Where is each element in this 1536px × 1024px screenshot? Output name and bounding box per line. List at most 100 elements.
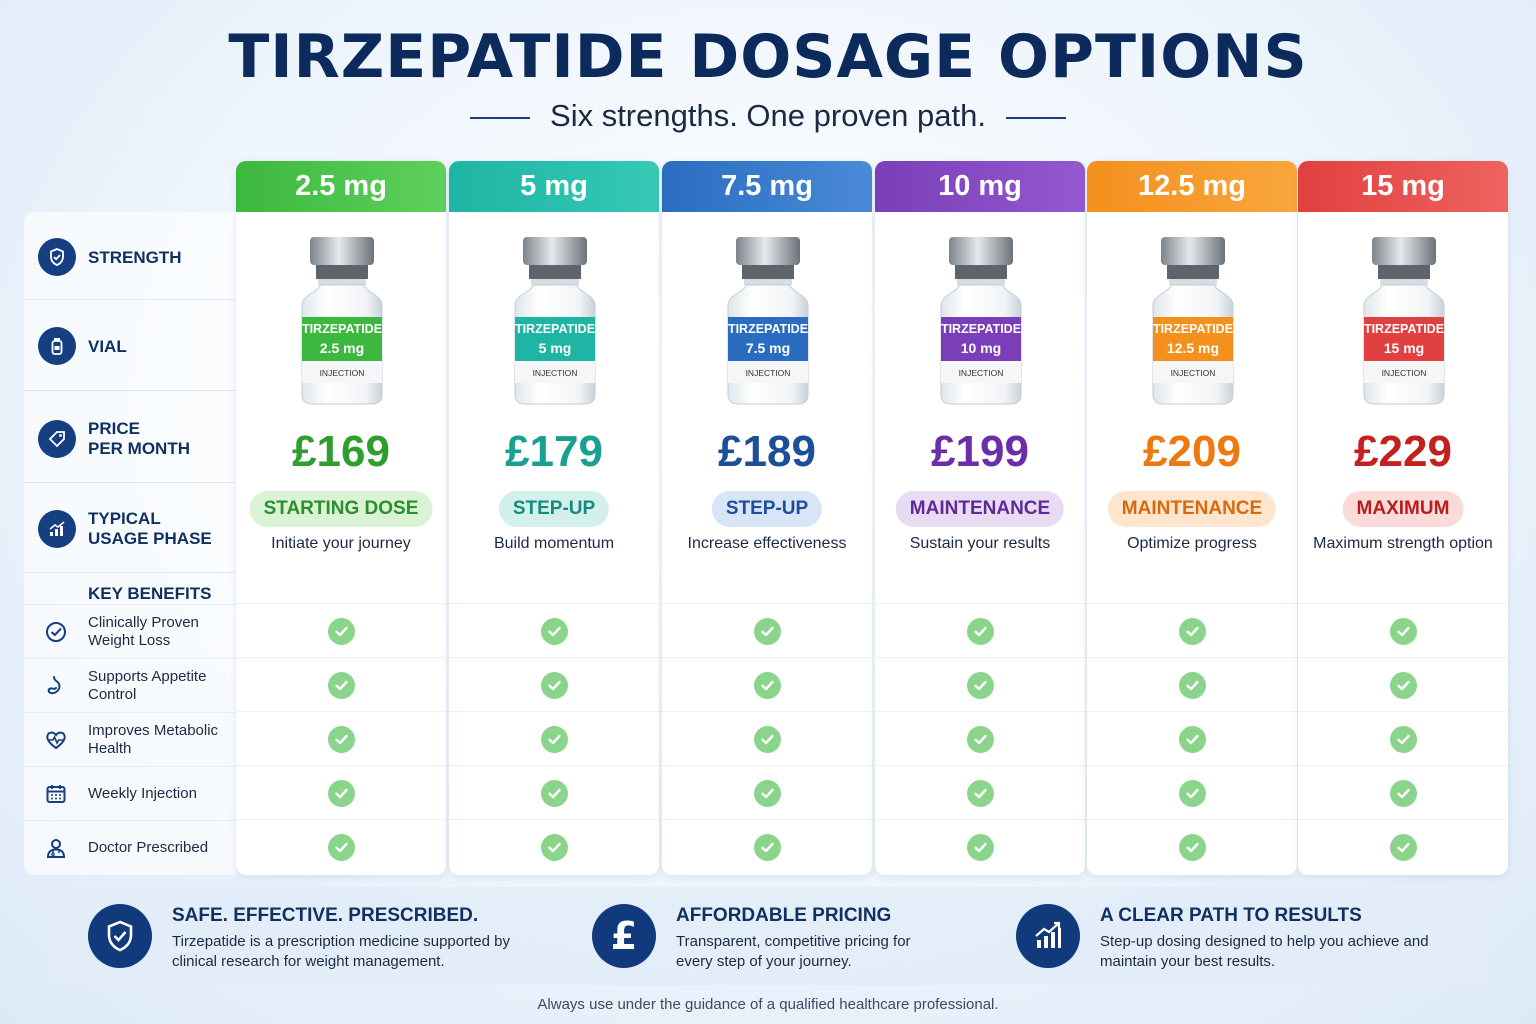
strength-header: 12.5 mg <box>1087 161 1297 212</box>
phase-badge: MAINTENANCE <box>1107 491 1277 527</box>
vial-image: TIRZEPATIDE 12.5 mg INJECTION <box>1152 237 1234 405</box>
vial-type: INJECTION <box>533 368 578 378</box>
growth-chart-icon <box>38 510 76 548</box>
vial-dose: 5 mg <box>539 340 572 356</box>
check-circle-icon <box>46 621 66 642</box>
phase-description: Sustain your results <box>909 535 1051 552</box>
check-icon <box>1390 834 1417 861</box>
feature-title: SAFE. EFFECTIVE. PRESCRIBED. <box>172 905 479 926</box>
benefit-label: Improves Metabolic Health <box>88 721 219 757</box>
vial-name: TIRZEPATIDE <box>728 322 808 336</box>
label-phase-line2: USAGE PHASE <box>88 529 212 548</box>
benefit-cell <box>1087 765 1297 819</box>
strength-header: 15 mg <box>1298 161 1508 212</box>
doctor-icon <box>46 838 66 858</box>
check-icon <box>1390 780 1417 807</box>
feature-path: A CLEAR PATH TO RESULTS Step-up dosing d… <box>976 887 1446 985</box>
vial-image: TIRZEPATIDE 7.5 mg INJECTION <box>727 237 809 405</box>
price: £179 <box>505 427 603 476</box>
vial-icon <box>38 327 76 365</box>
row-label-strength: STRENGTH <box>24 238 236 276</box>
growth-chart-icon <box>1016 904 1080 968</box>
price: £169 <box>292 427 390 476</box>
benefit-cell <box>875 657 1085 711</box>
benefit-row: Weekly Injection <box>24 766 236 820</box>
label-price: PRICE PER MONTH <box>88 419 190 459</box>
benefit-cell <box>662 765 872 819</box>
subtitle-rule-left <box>470 116 531 119</box>
key-benefits-title: KEY BENEFITS <box>88 584 212 603</box>
strength-label: 10 mg <box>938 170 1022 202</box>
subtitle-rule-right <box>1005 116 1066 119</box>
check-icon <box>328 780 355 807</box>
vial-type: INJECTION <box>1171 368 1216 378</box>
page-title: TIRZEPATIDE DOSAGE OPTIONS <box>228 22 1308 92</box>
benefit-cell <box>662 711 872 765</box>
benefit-cell <box>236 603 446 657</box>
strength-label: 15 mg <box>1361 170 1445 202</box>
benefit-cell <box>662 819 872 873</box>
feature-text: Transparent, competitive pricing for eve… <box>676 933 911 970</box>
vial-dose: 7.5 mg <box>746 340 790 356</box>
price-tag-icon <box>38 420 76 458</box>
benefit-label: Doctor Prescribed <box>88 838 209 856</box>
benefit-row: Clinically Proven Weight Loss <box>24 604 236 658</box>
strength-label: 12.5 mg <box>1138 170 1246 202</box>
phase-description: Optimize progress <box>1127 535 1257 552</box>
benefit-cell <box>236 765 446 819</box>
vial-name: TIRZEPATIDE <box>1364 322 1444 336</box>
check-icon <box>967 780 994 807</box>
check-icon <box>754 780 781 807</box>
check-icon <box>328 726 355 753</box>
label-price-line1: PRICE <box>88 419 140 438</box>
shield-icon <box>38 238 76 276</box>
vial-image: TIRZEPATIDE 2.5 mg INJECTION <box>301 237 383 405</box>
phase-description: Initiate your journey <box>271 535 411 552</box>
check-icon <box>967 672 994 699</box>
check-icon <box>1179 726 1206 753</box>
heart-pulse-icon <box>46 731 66 749</box>
benefit-row: Supports Appetite Control <box>24 658 236 712</box>
check-icon <box>967 834 994 861</box>
vial-type: INJECTION <box>320 368 365 378</box>
label-vial: VIAL <box>88 337 127 356</box>
benefit-cell <box>662 603 872 657</box>
feature-safe: SAFE. EFFECTIVE. PRESCRIBED. Tirzepatide… <box>48 887 518 985</box>
divider <box>24 299 236 300</box>
check-icon <box>1390 726 1417 753</box>
benefit-cell <box>875 819 1085 873</box>
vial-name: TIRZEPATIDE <box>941 322 1021 336</box>
check-icon <box>541 672 568 699</box>
check-icon <box>754 834 781 861</box>
benefit-cell <box>236 819 446 873</box>
strength-header: 10 mg <box>875 161 1085 212</box>
features-banner: SAFE. EFFECTIVE. PRESCRIBED. Tirzepatide… <box>48 887 1486 985</box>
dose-column: 5 mg TIRZEPATIDE 5 mg INJECTION £179 STE… <box>449 161 659 875</box>
feature-title: A CLEAR PATH TO RESULTS <box>1100 905 1362 926</box>
check-icon <box>328 618 355 645</box>
feature-title: AFFORDABLE PRICING <box>676 905 892 926</box>
phase-description: Build momentum <box>493 535 615 552</box>
benefit-cell <box>1087 819 1297 873</box>
strength-header: 5 mg <box>449 161 659 212</box>
price: £189 <box>718 427 816 476</box>
benefit-row: Doctor Prescribed <box>24 820 236 874</box>
benefit-cell <box>1298 603 1508 657</box>
check-icon <box>967 618 994 645</box>
check-icon <box>541 780 568 807</box>
check-icon <box>328 672 355 699</box>
divider <box>24 572 236 573</box>
subtitle: Six strengths. One proven path. <box>0 98 1536 134</box>
phase-badge: STEP-UP <box>498 491 610 527</box>
benefit-cell <box>875 765 1085 819</box>
vial-dose: 12.5 mg <box>1167 340 1219 356</box>
benefit-cell <box>875 603 1085 657</box>
row-label-price: PRICE PER MONTH <box>24 419 236 459</box>
strength-label: 5 mg <box>520 170 588 202</box>
dose-column: 10 mg TIRZEPATIDE 10 mg INJECTION £199 M… <box>875 161 1085 875</box>
dose-column: 15 mg TIRZEPATIDE 15 mg INJECTION £229 M… <box>1298 161 1508 875</box>
check-icon <box>1179 780 1206 807</box>
row-label-vial: VIAL <box>24 327 236 365</box>
phase-badge: STEP-UP <box>711 491 823 527</box>
vial-type: INJECTION <box>746 368 791 378</box>
